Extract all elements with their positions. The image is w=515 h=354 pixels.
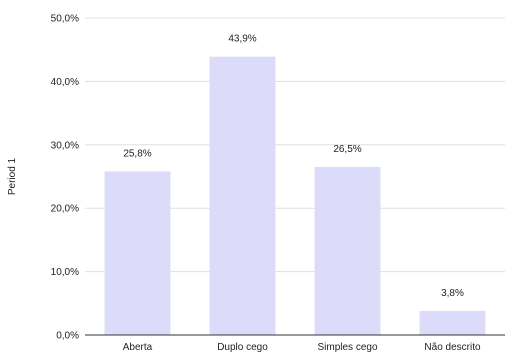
y-tick-label: 20,0% bbox=[51, 204, 79, 215]
y-tick-label: 10,0% bbox=[51, 267, 79, 278]
data-label: 25,8% bbox=[123, 148, 151, 159]
y-tick-label: 50,0% bbox=[51, 14, 79, 25]
bar bbox=[104, 171, 171, 335]
category-label: Duplo cego bbox=[217, 342, 268, 353]
category-label: Simples cego bbox=[317, 342, 377, 353]
y-tick-label: 40,0% bbox=[51, 77, 79, 88]
data-labels: 25,8% 43,9% 26,5% 3,8% bbox=[123, 34, 464, 299]
y-tick-label: 0,0% bbox=[56, 331, 79, 342]
data-label: 26,5% bbox=[333, 144, 361, 155]
data-label: 3,8% bbox=[441, 288, 464, 299]
y-tick-label: 30,0% bbox=[51, 140, 79, 151]
category-label: Aberta bbox=[123, 342, 153, 353]
data-label: 43,9% bbox=[228, 34, 256, 45]
y-axis-label: Period 1 bbox=[7, 157, 18, 195]
y-axis-ticks: 0,0% 10,0% 20,0% 30,0% 40,0% 50,0% bbox=[51, 14, 79, 342]
bar bbox=[209, 56, 276, 335]
category-label: Não descrito bbox=[424, 342, 481, 353]
category-labels: Aberta Duplo cego Simples cego Não descrito bbox=[123, 342, 481, 353]
bars bbox=[104, 56, 486, 335]
bar bbox=[419, 310, 486, 335]
bar bbox=[314, 166, 381, 335]
